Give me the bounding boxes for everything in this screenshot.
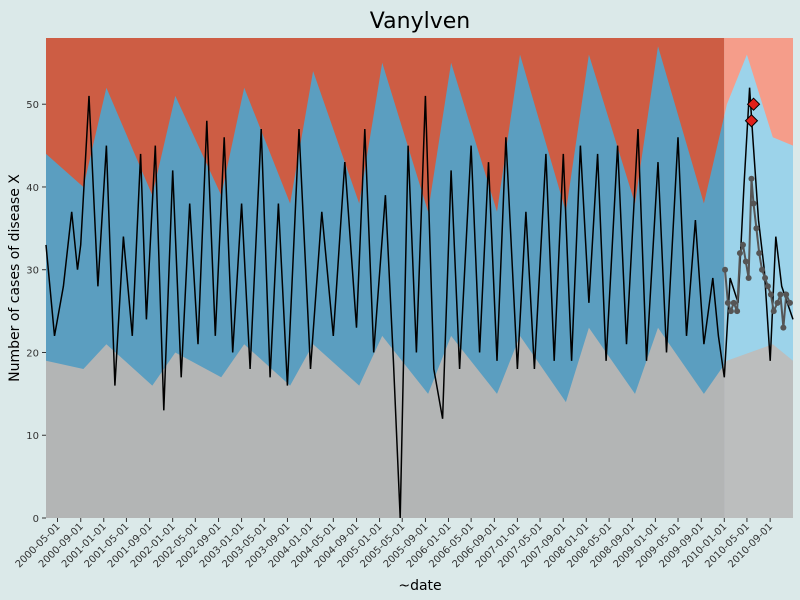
- forecast-point: [750, 200, 757, 207]
- y-tick-label: 20: [26, 348, 39, 359]
- forecast-point: [786, 299, 793, 306]
- forecast-point: [759, 266, 766, 273]
- forecast-point: [734, 308, 741, 315]
- y-tick-label: 0: [33, 514, 39, 525]
- observed-line: [45, 87, 794, 519]
- y-tick-label: 10: [26, 431, 39, 442]
- forecast-point: [762, 275, 769, 281]
- forecast-point: [767, 291, 774, 298]
- forecast-point: [739, 241, 746, 248]
- forecast-point: [777, 291, 784, 298]
- forecast-point: [748, 175, 755, 182]
- forecast-period-shade: [724, 38, 793, 518]
- lower-band-forecast: [724, 344, 793, 518]
- forecast-point: [783, 291, 790, 298]
- forecast-point: [742, 258, 749, 265]
- forecast-point: [780, 324, 787, 331]
- chart-title: Vanylven: [370, 9, 470, 34]
- y-axis: 0 10 20 30 40 50: [26, 100, 46, 525]
- forecast-point: [745, 275, 752, 281]
- outbreak-marker: [746, 97, 761, 111]
- forecast-point: [774, 299, 781, 306]
- lower-band-history: [46, 327, 725, 518]
- plot-area: [45, 38, 794, 519]
- x-axis: 2000-05-012000-09-012001-01-012001-05-01…: [14, 518, 775, 570]
- forecast-point: [724, 299, 731, 306]
- forecast-point: [722, 266, 729, 273]
- y-tick-label: 50: [26, 100, 39, 111]
- x-axis-label: ~date: [398, 578, 441, 594]
- forecast-point: [764, 283, 771, 290]
- y-axis-label: Number of cases of disease X: [7, 174, 23, 382]
- forecast-point: [727, 308, 734, 315]
- forecast-point: [753, 225, 760, 232]
- y-tick-label: 30: [26, 266, 39, 277]
- forecast-point: [736, 250, 743, 257]
- y-tick-label: 40: [26, 183, 39, 194]
- forecast-point: [730, 299, 737, 306]
- outbreak-marker: [744, 114, 759, 128]
- forecast-point: [770, 308, 777, 315]
- forecast-point: [756, 250, 763, 257]
